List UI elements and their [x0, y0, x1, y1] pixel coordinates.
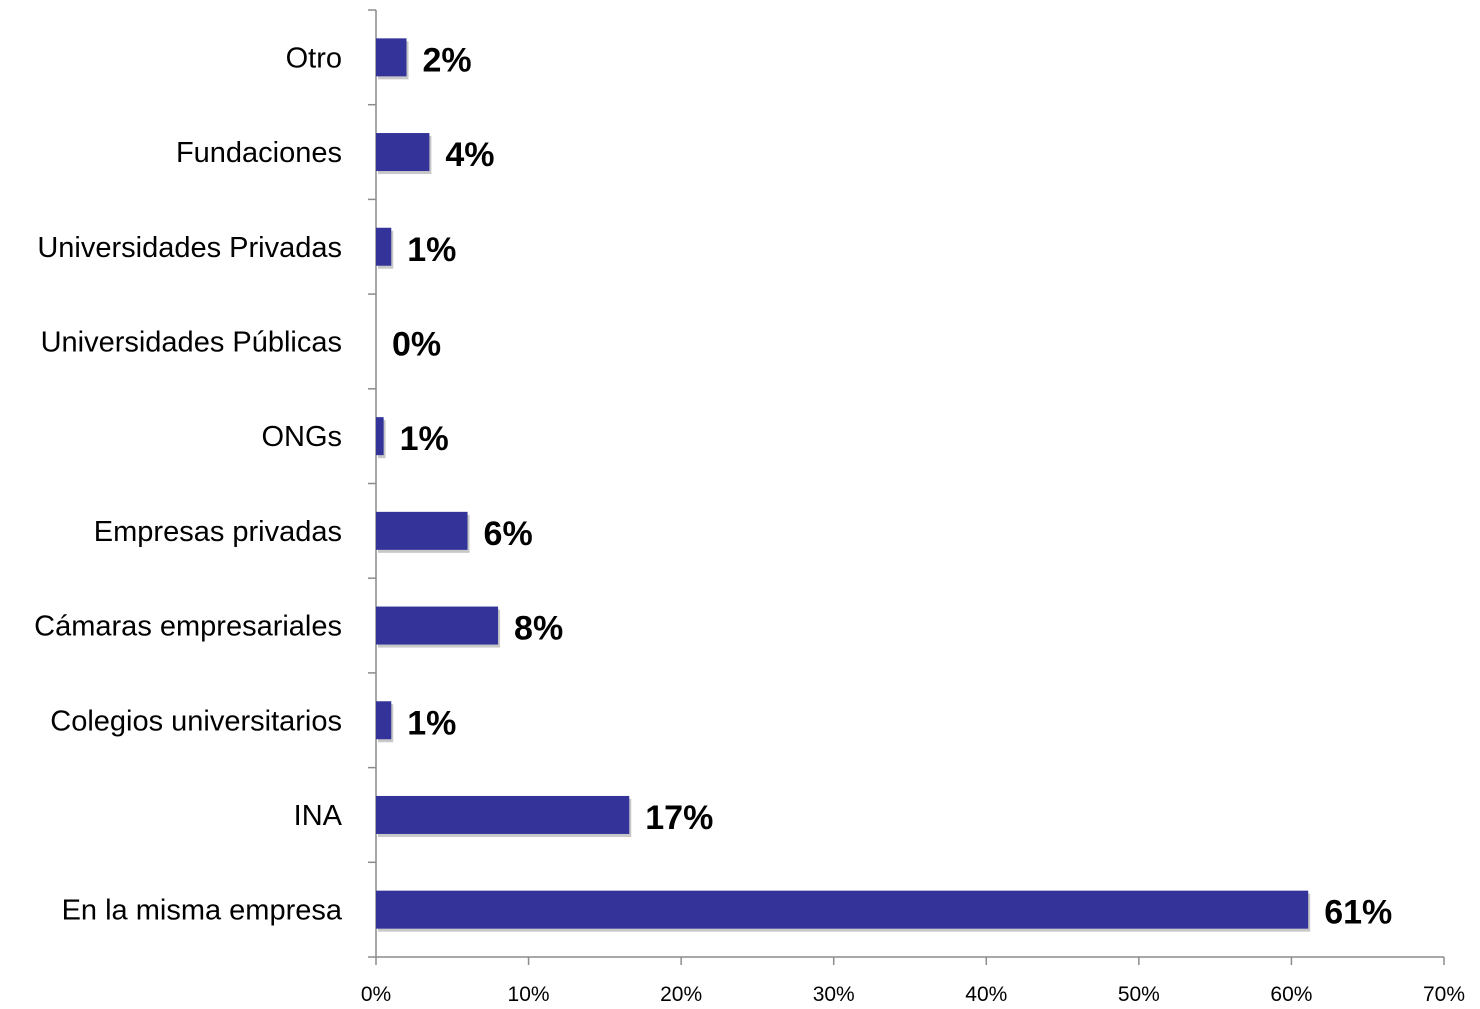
labels: Otro 2% Fundaciones 4% Universidades Privada…: [34, 41, 1392, 931]
data-label: 1%: [407, 231, 456, 269]
category-label: Otro: [286, 42, 342, 74]
bar: [376, 417, 384, 456]
x-tick-label: 20%: [660, 983, 702, 1006]
x-tick-label: 70%: [1423, 983, 1465, 1006]
data-label: 0%: [392, 325, 441, 363]
category-label: ONGs: [261, 421, 342, 453]
bar: [376, 606, 499, 645]
axes: 0% 10% 20% 30% 40% 50% 60% 70%: [361, 9, 1465, 1006]
x-tick-label: 40%: [965, 983, 1007, 1006]
category-label: Cámaras empresariales: [34, 611, 342, 643]
category-label: INA: [294, 800, 343, 832]
x-tick-label: 50%: [1118, 983, 1160, 1006]
data-label: 8%: [514, 610, 563, 648]
data-label: 2%: [423, 41, 472, 79]
data-label: 6%: [484, 515, 533, 553]
bar: [376, 38, 407, 77]
bar: [376, 890, 1309, 929]
x-tick-label: 30%: [813, 983, 855, 1006]
data-label: 1%: [400, 420, 449, 458]
data-label: 4%: [445, 136, 494, 174]
bar: [376, 701, 392, 740]
x-tick-label: 0%: [361, 983, 391, 1006]
category-label: Universidades Públicas: [41, 326, 342, 358]
data-label: 1%: [407, 704, 456, 742]
x-tick-label: 60%: [1270, 983, 1312, 1006]
category-label: Empresas privadas: [94, 516, 342, 548]
category-label: En la misma empresa: [62, 895, 343, 927]
category-label: Fundaciones: [176, 137, 342, 169]
data-label: 17%: [645, 799, 713, 837]
bar: [376, 511, 468, 550]
data-label: 61%: [1324, 894, 1392, 932]
bar: [376, 227, 392, 266]
bars: [376, 38, 1311, 932]
category-label: Universidades Privadas: [37, 232, 342, 264]
x-tick-label: 10%: [508, 983, 550, 1006]
category-label: Colegios universitarios: [50, 705, 342, 737]
bar: [376, 133, 430, 172]
bar: [376, 795, 630, 834]
